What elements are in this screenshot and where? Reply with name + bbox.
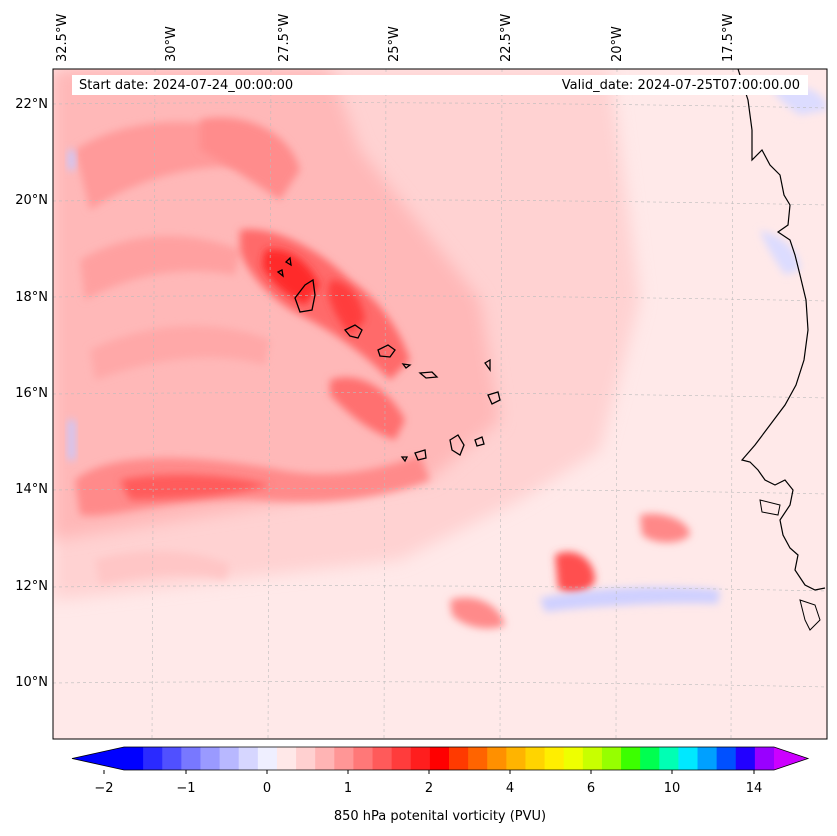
lat-label-10n: 10°N xyxy=(15,675,48,690)
colorbar-segment xyxy=(162,747,182,770)
colorbar-segment xyxy=(429,747,450,770)
pv-field xyxy=(53,69,827,739)
cb-tick-label: −1 xyxy=(176,781,196,796)
colorbar-segment xyxy=(410,747,431,770)
colorbar-segment xyxy=(200,747,221,770)
colorbar-segment xyxy=(296,747,316,770)
colorbar-segment xyxy=(238,747,259,770)
colorbar-segment xyxy=(621,747,641,770)
colorbar-segment xyxy=(563,747,584,770)
lat-label-22n: 22°N xyxy=(15,97,48,112)
cb-tick-label: −2 xyxy=(94,781,114,796)
map-frame xyxy=(52,68,828,740)
colorbar-title: 850 hPa potenital vorticity (PVU) xyxy=(333,809,547,824)
colorbar-segment xyxy=(659,747,679,770)
lon-label-32-5w: 32.5°W xyxy=(55,13,70,62)
colorbar-outline xyxy=(71,746,810,771)
colorbar-segment xyxy=(353,747,374,770)
lon-label-27-5w: 27.5°W xyxy=(277,13,292,62)
colorbar-segment xyxy=(544,747,565,770)
colorbar-segment xyxy=(181,747,201,770)
colorbar-segment xyxy=(678,747,699,770)
colorbar-segment xyxy=(143,747,163,770)
lon-label-25w: 25°W xyxy=(387,26,402,62)
colorbar-segment xyxy=(582,747,603,770)
colorbar-segment xyxy=(487,747,507,770)
colorbar-segment xyxy=(640,747,660,770)
graticule xyxy=(53,69,827,739)
colorbar-segment xyxy=(468,747,488,770)
lon-label-30w: 30°W xyxy=(164,26,179,62)
colorbar-segment xyxy=(716,747,737,770)
cb-tick-label: 4 xyxy=(505,781,515,796)
date-info-box: Start date: 2024-07-24_00:00:00 Valid_da… xyxy=(72,75,808,95)
colorbar-segment xyxy=(754,747,775,770)
lon-label-17-5w: 17.5°W xyxy=(721,13,736,62)
colorbar-segment xyxy=(124,747,144,770)
colorbar-segment xyxy=(506,747,526,770)
lon-label-22-5w: 22.5°W xyxy=(499,13,514,62)
lat-label-12n: 12°N xyxy=(15,579,48,594)
start-date-text: Start date: 2024-07-24_00:00:00 xyxy=(79,78,294,93)
lon-label-20w: 20°W xyxy=(610,26,625,62)
colorbar-segment xyxy=(276,747,297,770)
cb-tick-label: 10 xyxy=(663,781,681,796)
cb-tick-label: 1 xyxy=(343,781,353,796)
lat-label-14n: 14°N xyxy=(15,482,48,497)
lat-label-20n: 20°N xyxy=(15,193,48,208)
africa-coastline xyxy=(737,69,826,591)
colorbar-segment xyxy=(697,747,718,770)
lat-label-18n: 18°N xyxy=(15,290,48,305)
colorbar-segment xyxy=(372,747,393,770)
colorbar xyxy=(71,746,810,774)
colorbar-segment xyxy=(391,747,412,770)
colorbar-segment xyxy=(525,747,546,770)
colorbar-segment xyxy=(449,747,469,770)
cape-verde-islands xyxy=(276,256,501,463)
lat-label-16n: 16°N xyxy=(15,386,48,401)
cb-tick-label: 14 xyxy=(745,781,763,796)
cb-tick-label: 0 xyxy=(262,781,272,796)
colorbar-segment xyxy=(334,747,354,770)
colorbar-segment xyxy=(601,747,622,770)
colorbar-segment xyxy=(315,747,335,770)
colorbar-extend-max xyxy=(774,747,808,770)
colorbar-segment xyxy=(257,747,278,770)
cb-tick-label: 2 xyxy=(424,781,434,796)
colorbar-segment xyxy=(219,747,240,770)
colorbar-segment xyxy=(735,747,756,770)
cb-tick-label: 6 xyxy=(586,781,596,796)
colorbar-extend-min xyxy=(72,747,124,770)
valid-date-text: Valid_date: 2024-07-25T07:00:00.00 xyxy=(561,78,800,93)
